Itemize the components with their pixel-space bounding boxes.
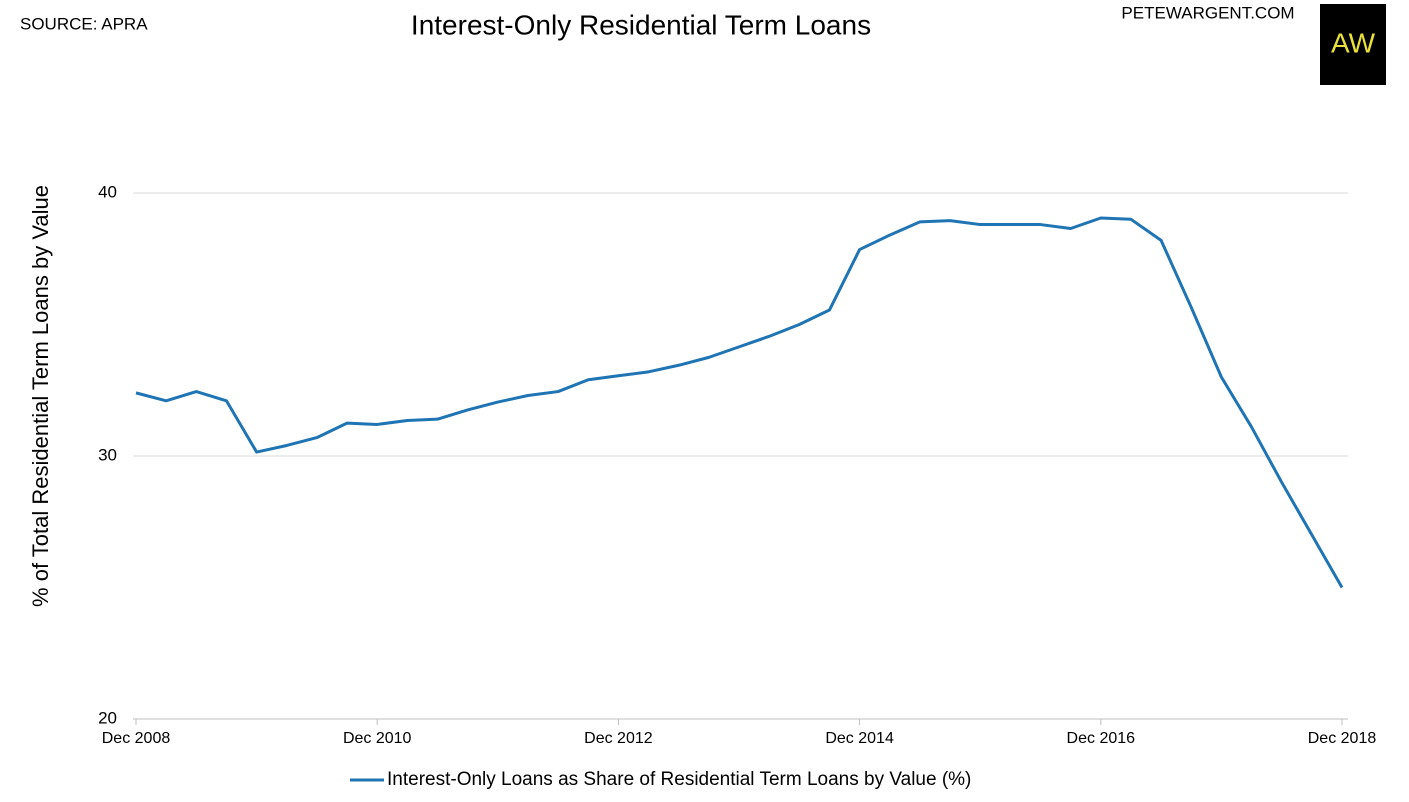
y-tick-label: 40 xyxy=(98,182,117,201)
y-axis-label: % of Total Residential Term Loans by Val… xyxy=(28,185,53,607)
logo: AW xyxy=(1331,27,1376,58)
line xyxy=(135,216,1344,589)
legend-label: Interest-Only Loans as Share of Resident… xyxy=(387,769,971,790)
x-tick-label: Dec 2014 xyxy=(825,730,894,747)
logo-box xyxy=(1320,4,1386,85)
source: SOURCE: APRA xyxy=(20,14,148,33)
x-tick-label: Dec 2010 xyxy=(343,730,412,747)
x-tick-label: Dec 2018 xyxy=(1308,730,1377,747)
x-tick-label: Dec 2016 xyxy=(1067,730,1136,747)
x-tick-label: Dec 2012 xyxy=(584,730,653,747)
x-tick-label: Dec 2008 xyxy=(102,730,171,747)
site: PETEWARGENT.COM xyxy=(1121,3,1294,22)
chart-title: Interest-Only Residential Term Loans xyxy=(411,9,871,40)
y-tick-label: 30 xyxy=(98,445,117,464)
y-tick-label: 20 xyxy=(98,708,117,727)
